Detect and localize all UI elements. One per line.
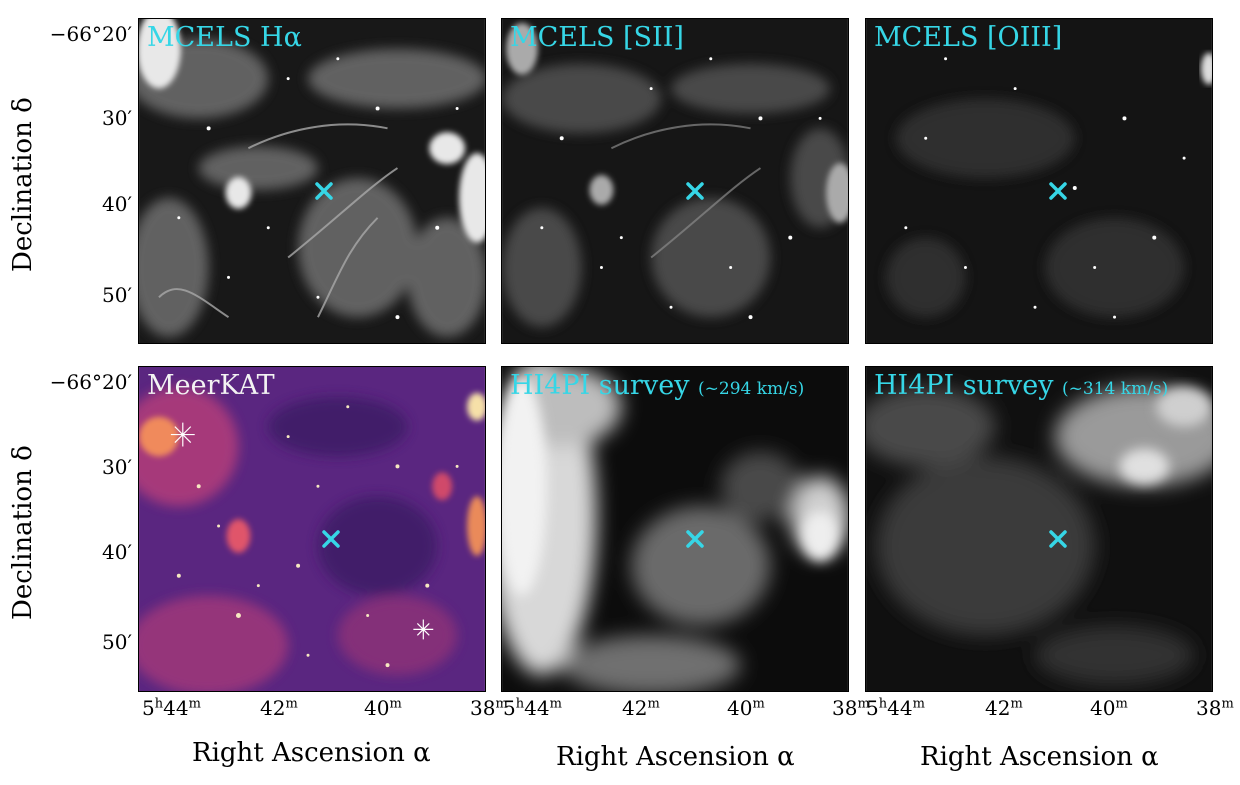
panel-title: MCELS [SII] bbox=[510, 22, 684, 53]
y-tick-label-40: 40′ bbox=[102, 192, 132, 216]
x-axis-title: Right Ascension α bbox=[192, 738, 431, 768]
panel-mcels-oiii: MCELS [OIII] bbox=[865, 18, 1213, 344]
target-x-marker-icon bbox=[322, 530, 340, 548]
x-tick-label-40: 40m bbox=[727, 696, 765, 720]
y-tick-label-20: −66°20′ bbox=[49, 370, 132, 394]
panel-hi4pi-294: HI4PI survey (~294 km/s) bbox=[501, 366, 849, 692]
x-tick-label-42: 42m bbox=[260, 696, 298, 720]
hi4pi-294-image bbox=[502, 367, 848, 691]
x-tick-label-44: 5h44m bbox=[866, 696, 925, 720]
hi4pi-314-image bbox=[866, 367, 1212, 691]
target-x-marker-icon bbox=[315, 182, 333, 200]
sii-image bbox=[502, 19, 848, 343]
panel-hi4pi-314: HI4PI survey (~314 km/s) bbox=[865, 366, 1213, 692]
panel-title: HI4PI survey (~294 km/s) bbox=[510, 370, 804, 401]
x-axis-title: Right Ascension α bbox=[556, 742, 795, 772]
x-tick-label-40: 40m bbox=[364, 696, 402, 720]
panel-title-main: HI4PI survey bbox=[510, 370, 690, 401]
y-tick-label-50: 50′ bbox=[102, 630, 132, 654]
panel-title-main: HI4PI survey bbox=[874, 370, 1054, 401]
panel-mcels-sii: MCELS [SII] bbox=[501, 18, 849, 344]
x-tick-label-38: 38m bbox=[470, 696, 508, 720]
y-tick-label-50: 50′ bbox=[102, 283, 132, 307]
oiii-image bbox=[866, 19, 1212, 343]
x-tick-label-42: 42m bbox=[622, 696, 660, 720]
target-x-marker-icon bbox=[686, 182, 704, 200]
halpha-image bbox=[139, 19, 485, 343]
target-x-marker-icon bbox=[686, 530, 704, 548]
x-tick-label-38: 38m bbox=[832, 696, 870, 720]
x-tick-label-38: 38m bbox=[1196, 696, 1234, 720]
panel-title: HI4PI survey (~314 km/s) bbox=[874, 370, 1168, 401]
panel-mcels-halpha: MCELS Hα bbox=[138, 18, 486, 344]
panel-title-velocity: (~314 km/s) bbox=[1062, 379, 1169, 399]
panel-title-velocity: (~294 km/s) bbox=[698, 379, 805, 399]
panel-meerkat: MeerKAT bbox=[138, 366, 486, 692]
target-x-marker-icon bbox=[1049, 182, 1067, 200]
meerkat-image bbox=[139, 367, 485, 691]
panel-title: MCELS Hα bbox=[147, 22, 302, 53]
y-tick-label-20: −66°20′ bbox=[49, 22, 132, 46]
panel-title: MeerKAT bbox=[147, 370, 275, 401]
x-tick-label-44: 5h44m bbox=[142, 696, 201, 720]
y-tick-label-30: 30′ bbox=[102, 455, 132, 479]
x-tick-label-40: 40m bbox=[1090, 696, 1128, 720]
target-x-marker-icon bbox=[1049, 530, 1067, 548]
panel-title: MCELS [OIII] bbox=[874, 22, 1063, 53]
y-tick-label-30: 30′ bbox=[102, 106, 132, 130]
x-tick-label-42: 42m bbox=[985, 696, 1023, 720]
y-tick-label-40: 40′ bbox=[102, 540, 132, 564]
x-tick-label-44: 5h44m bbox=[503, 696, 562, 720]
x-axis-title: Right Ascension α bbox=[920, 742, 1159, 772]
